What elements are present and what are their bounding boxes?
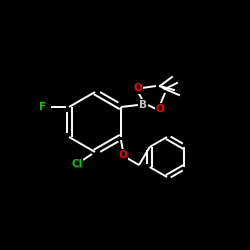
- Text: O: O: [156, 104, 164, 114]
- Text: Cl: Cl: [72, 159, 83, 169]
- Text: B: B: [139, 100, 147, 110]
- Text: F: F: [40, 102, 46, 112]
- Text: O: O: [134, 83, 142, 93]
- Text: O: O: [118, 150, 127, 160]
